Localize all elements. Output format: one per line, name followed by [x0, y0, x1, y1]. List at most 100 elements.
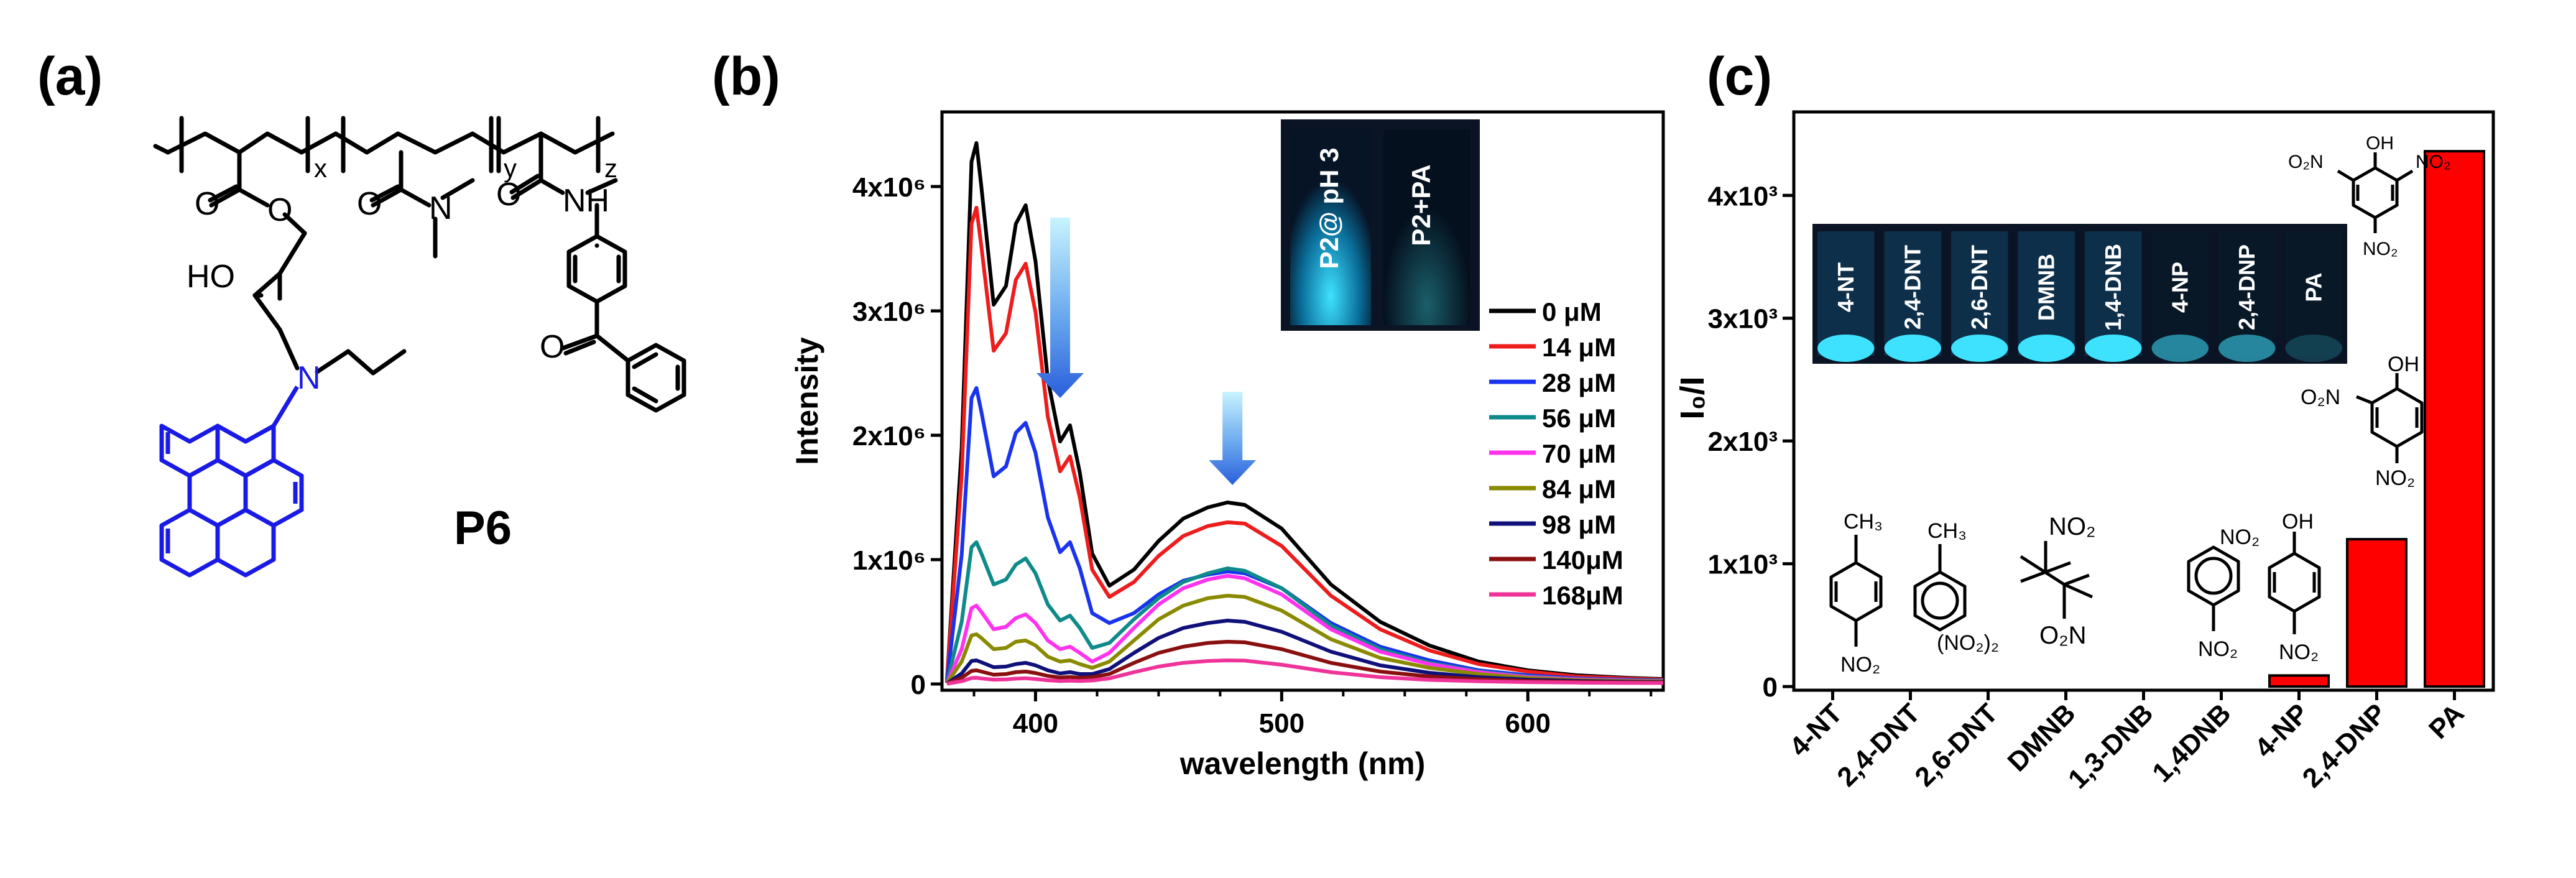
vial-label-4: 1,4-DNB	[2100, 244, 2126, 331]
nt4-me: CH₃	[1844, 510, 1883, 534]
emission-spectra-chart: 0 1x10⁶ 2x10⁶ 3x10⁶ 4x10⁶ 400 500 600 waveleng…	[790, 110, 1665, 781]
pyrene-group	[159, 386, 304, 578]
analyte-structure-labels: CH₃ NO₂ CH₃ (NO₂)₂ NO₂ O₂N NO₂ NO₂ OH NO…	[1840, 133, 2451, 677]
analyte-structures	[1829, 152, 2424, 647]
vial-label-5: 4-NP	[2167, 262, 2192, 313]
carbonyl-o-y-label: O	[357, 186, 382, 222]
structure-2-4-dnt	[1913, 544, 1967, 632]
carbonyl-o-x-label: O	[195, 186, 219, 222]
structure-dnb	[2187, 545, 2240, 631]
legend-label-8: 168μM	[1542, 581, 1623, 610]
legend-label-5: 84 μM	[1542, 474, 1616, 504]
bar-8	[2424, 150, 2485, 688]
c-xtick-label-7: 2,4-DNP	[2297, 698, 2393, 793]
np4-no2: NO₂	[2279, 640, 2319, 664]
cuvette-p2-ph3	[1290, 129, 1371, 325]
spectrum-line-8	[946, 658, 1664, 686]
cuvette-p2-pa	[1383, 129, 1470, 325]
p6-atom-labels: O HO N O O N O NH O x y z P6	[187, 154, 617, 555]
vial-label-0: 4-NT	[1833, 262, 1858, 312]
dnt-no2: (NO₂)₂	[1937, 631, 1999, 655]
dnp24-no2-left: O₂N	[2301, 386, 2340, 409]
spectrum-line-6	[946, 619, 1664, 685]
legend-label-6: 98 μM	[1542, 510, 1616, 539]
b-xtick-label-0: 400	[1013, 708, 1058, 739]
pa-no2-left: O₂N	[2288, 152, 2324, 172]
vial-7	[2285, 231, 2342, 356]
bar-7	[2346, 538, 2407, 688]
structure-pa	[2337, 152, 2414, 233]
amine-n-label: N	[297, 360, 321, 396]
vials-photo-inset: 4-NT 2,4-DNT 2,6-DNT DMNB 1,4-DNB 4-NP 2,4-DNP…	[1812, 224, 2347, 364]
pa-no2-bottom: NO₂	[2363, 239, 2398, 259]
vial-glow-6	[2218, 335, 2276, 362]
vial-glow-4	[2085, 335, 2142, 362]
c-xtick-label-5: 1,4DNB	[2146, 698, 2237, 788]
legend-label-0: 0 μM	[1542, 297, 1602, 326]
p6-structure	[153, 116, 686, 413]
np4-oh: OH	[2282, 510, 2314, 534]
structure-4-nt	[1829, 535, 1883, 647]
subscript-z: z	[604, 154, 617, 183]
b-ytick-label-3: 3x10⁶	[852, 297, 926, 327]
carbonyl-o-z-label: O	[496, 177, 521, 213]
legend-label-1: 14 μM	[1542, 333, 1616, 362]
pa-oh: OH	[2366, 133, 2394, 154]
inset-b-label-2: P2+PA	[1406, 164, 1436, 246]
dmnb-no2-bottom: O₂N	[2039, 622, 2087, 649]
subscript-y: y	[504, 154, 517, 183]
b-xtick-label-1: 500	[1259, 708, 1304, 739]
vial-label-3: DMNB	[2033, 254, 2059, 321]
quench-arrow-1	[1209, 392, 1257, 485]
dnb-no2-bottom: NO₂	[2198, 637, 2238, 661]
subscript-x: x	[314, 154, 327, 183]
quench-arrow-0	[1036, 218, 1084, 398]
vial-glow-5	[2151, 335, 2209, 362]
spectrum-line-2	[944, 386, 1664, 683]
pa-no2-right: NO₂	[2416, 152, 2451, 172]
legend-label-2: 28 μM	[1542, 368, 1616, 397]
b-ytick-label-0: 0	[911, 670, 926, 700]
c-ytick-label-1: 1x10³	[1707, 550, 1778, 580]
b-ytick-label-2: 2x10⁶	[852, 421, 926, 451]
legend-label-7: 140μM	[1542, 545, 1623, 575]
y-axis-label: Intensity	[790, 337, 824, 465]
bar-6	[2268, 674, 2330, 688]
structure-4-np	[2268, 532, 2321, 634]
dnt-me: CH₃	[1927, 519, 1967, 543]
panel-a-label: (a)	[37, 47, 103, 106]
c-xtick-label-6: 4-NP	[2249, 698, 2315, 764]
vial-glow-3	[2018, 335, 2075, 362]
c-y-axis-label: I₀/I	[1674, 376, 1711, 419]
vial-label-7: PA	[2301, 272, 2326, 302]
vial-label-2: 2,6-DNT	[1967, 245, 1992, 330]
x-axis-label: wavelength (nm)	[1180, 746, 1425, 781]
ester-o-label: O	[267, 192, 292, 228]
c-ytick-label-2: 2x10³	[1707, 427, 1778, 457]
b-ytick-label-4: 4x10⁶	[852, 172, 926, 203]
structure-2-4-dnp	[2356, 373, 2424, 463]
c-ytick-label-0: 0	[1763, 672, 1778, 703]
c-xtick-label-0: 4-NT	[1784, 698, 1849, 762]
vial-glow-1	[1884, 335, 1941, 362]
c-xtick-label-2: 2,6-DNT	[1909, 698, 2003, 792]
c-ytick-label-4: 4x10³	[1707, 181, 1778, 211]
dnp24-no2-bottom: NO₂	[2375, 466, 2415, 490]
legend-label-4: 70 μM	[1542, 439, 1616, 468]
spectrum-line-1	[944, 206, 1664, 682]
nt4-no2: NO₂	[1840, 653, 1880, 677]
vial-glow-2	[1951, 335, 2008, 362]
vial-label-1: 2,4-DNT	[1900, 245, 1925, 330]
ketone-o-label: O	[540, 329, 565, 365]
c-xtick-label-4: 1,3-DNB	[2062, 698, 2159, 795]
legend-label-3: 56 μM	[1542, 404, 1616, 433]
hydroxyl-label: HO	[187, 259, 235, 295]
b-ytick-label-1: 1x10⁶	[852, 545, 926, 576]
amide-n-label: N	[429, 190, 453, 226]
vial-label-6: 2,4-DNP	[2234, 244, 2260, 330]
cuvette-photo-inset: P2@ pH 3 P2+PA	[1281, 119, 1480, 331]
panel-c-label: (c)	[1707, 47, 1772, 106]
vial-glow-0	[1817, 335, 1875, 362]
